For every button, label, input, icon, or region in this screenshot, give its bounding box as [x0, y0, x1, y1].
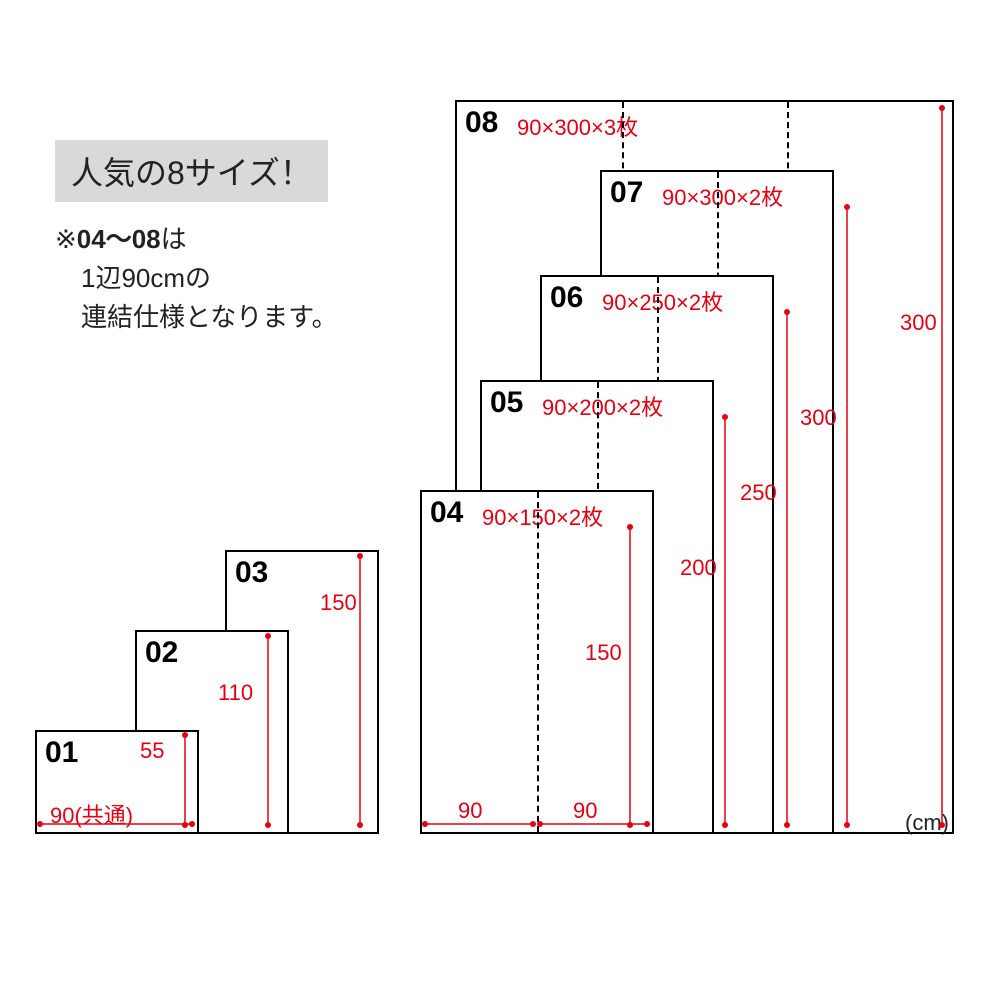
- dim-08-h: 300: [900, 310, 937, 336]
- dim-01-h: 55: [140, 738, 164, 764]
- note-star: ※: [55, 224, 77, 254]
- dash-04: [537, 492, 539, 832]
- note-bold: 04〜08: [77, 224, 161, 254]
- boxnum-08: 08: [465, 106, 498, 140]
- boxnum-04: 04: [430, 496, 463, 530]
- dim-06-h: 250: [740, 480, 777, 506]
- dim-04-wl: 90: [458, 798, 482, 824]
- desc-06: 90×250×2枚: [602, 285, 723, 317]
- unit-label: (cm): [905, 810, 949, 836]
- boxnum-03: 03: [235, 556, 268, 590]
- dim-07-h: 300: [800, 405, 837, 431]
- title: 人気の8サイズ！: [55, 140, 328, 202]
- note: ※04〜08は 1辺90cmの 連結仕様となります。: [55, 220, 338, 337]
- note-l1: は: [161, 224, 187, 254]
- dim-05-h: 200: [680, 555, 717, 581]
- boxnum-02: 02: [145, 636, 178, 670]
- desc-08: 90×300×3枚: [517, 110, 638, 142]
- desc-07: 90×300×2枚: [662, 180, 783, 212]
- boxnum-06: 06: [550, 281, 583, 315]
- boxnum-01: 01: [45, 736, 78, 770]
- dim-04-h: 150: [585, 640, 622, 666]
- diagram-container: 人気の8サイズ！ ※04〜08は 1辺90cmの 連結仕様となります。 08 9…: [0, 0, 1000, 1000]
- boxnum-07: 07: [610, 176, 643, 210]
- note-l2: 1辺90cmの: [81, 263, 211, 293]
- note-l3: 連結仕様となります。: [81, 302, 338, 332]
- boxnum-05: 05: [490, 386, 523, 420]
- dim-04-wr: 90: [573, 798, 597, 824]
- dim-03-h: 150: [320, 590, 357, 616]
- desc-05: 90×200×2枚: [542, 390, 663, 422]
- dim-02-h: 110: [218, 680, 253, 706]
- dim-01-w: 90(共通): [50, 798, 133, 830]
- desc-04: 90×150×2枚: [482, 500, 603, 532]
